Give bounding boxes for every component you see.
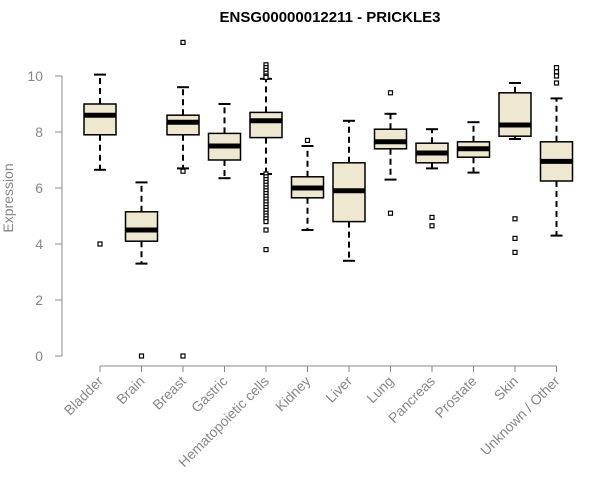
outlier-point xyxy=(97,241,103,247)
outlier-point xyxy=(180,168,186,174)
outlier-point xyxy=(512,235,518,241)
y-tick-label: 10 xyxy=(27,68,43,84)
box-group xyxy=(124,181,159,359)
y-tick-label: 0 xyxy=(35,348,43,364)
outlier-point xyxy=(138,353,145,359)
boxes-layer xyxy=(83,39,574,359)
box-group xyxy=(498,82,532,255)
y-axis: 0 2 4 6 8 10 xyxy=(27,68,63,364)
outlier-point xyxy=(304,137,311,143)
outlier-point xyxy=(429,214,435,220)
outlier-point xyxy=(553,73,560,79)
y-tick-label: 2 xyxy=(35,292,43,308)
outlier-point xyxy=(263,219,269,225)
outlier-point xyxy=(553,80,560,86)
box-group xyxy=(290,137,325,231)
box-group xyxy=(166,39,200,359)
outlier-point xyxy=(387,90,394,96)
outlier-point xyxy=(553,69,560,75)
outlier-point xyxy=(387,210,394,216)
x-tick-label: Unknown / Other xyxy=(477,373,563,459)
box-group xyxy=(373,90,408,216)
box-iqr xyxy=(373,128,408,150)
x-tick-label: Liver xyxy=(322,373,355,406)
x-tick-label: Breast xyxy=(149,373,189,413)
outlier-point xyxy=(553,64,560,71)
outlier-point xyxy=(180,353,186,359)
x-tick-label: Brain xyxy=(113,373,147,407)
box-group xyxy=(456,121,491,174)
box-iqr xyxy=(166,114,200,136)
outlier-point xyxy=(512,216,518,222)
y-tick-label: 6 xyxy=(35,180,43,196)
outlier-point xyxy=(263,227,269,233)
x-tick-label: Lung xyxy=(363,373,396,406)
chart-title: ENSG00000012211 - PRICKLE3 xyxy=(220,9,441,26)
x-tick-label: Kidney xyxy=(272,373,314,415)
box-group xyxy=(207,103,242,180)
box-iqr xyxy=(498,92,532,137)
box-group xyxy=(83,73,117,247)
outlier-point xyxy=(180,39,186,46)
x-tick-label: Bladder xyxy=(61,373,107,419)
outlier-point xyxy=(429,223,435,229)
y-axis-label: Expression xyxy=(0,163,16,232)
outlier-point xyxy=(263,74,269,81)
outlier-point xyxy=(263,247,269,253)
box-iqr xyxy=(83,103,117,136)
outlier-point xyxy=(512,249,518,255)
box-group xyxy=(249,62,283,253)
box-group xyxy=(415,128,449,229)
box-group xyxy=(332,119,366,262)
x-tick-label: Skin xyxy=(491,373,522,404)
y-tick-label: 4 xyxy=(35,236,43,252)
x-tick-label: Prostate xyxy=(431,373,479,421)
box-iqr xyxy=(249,111,283,139)
y-tick-label: 8 xyxy=(35,124,43,140)
box-iqr xyxy=(124,211,159,242)
box-group xyxy=(539,64,574,237)
